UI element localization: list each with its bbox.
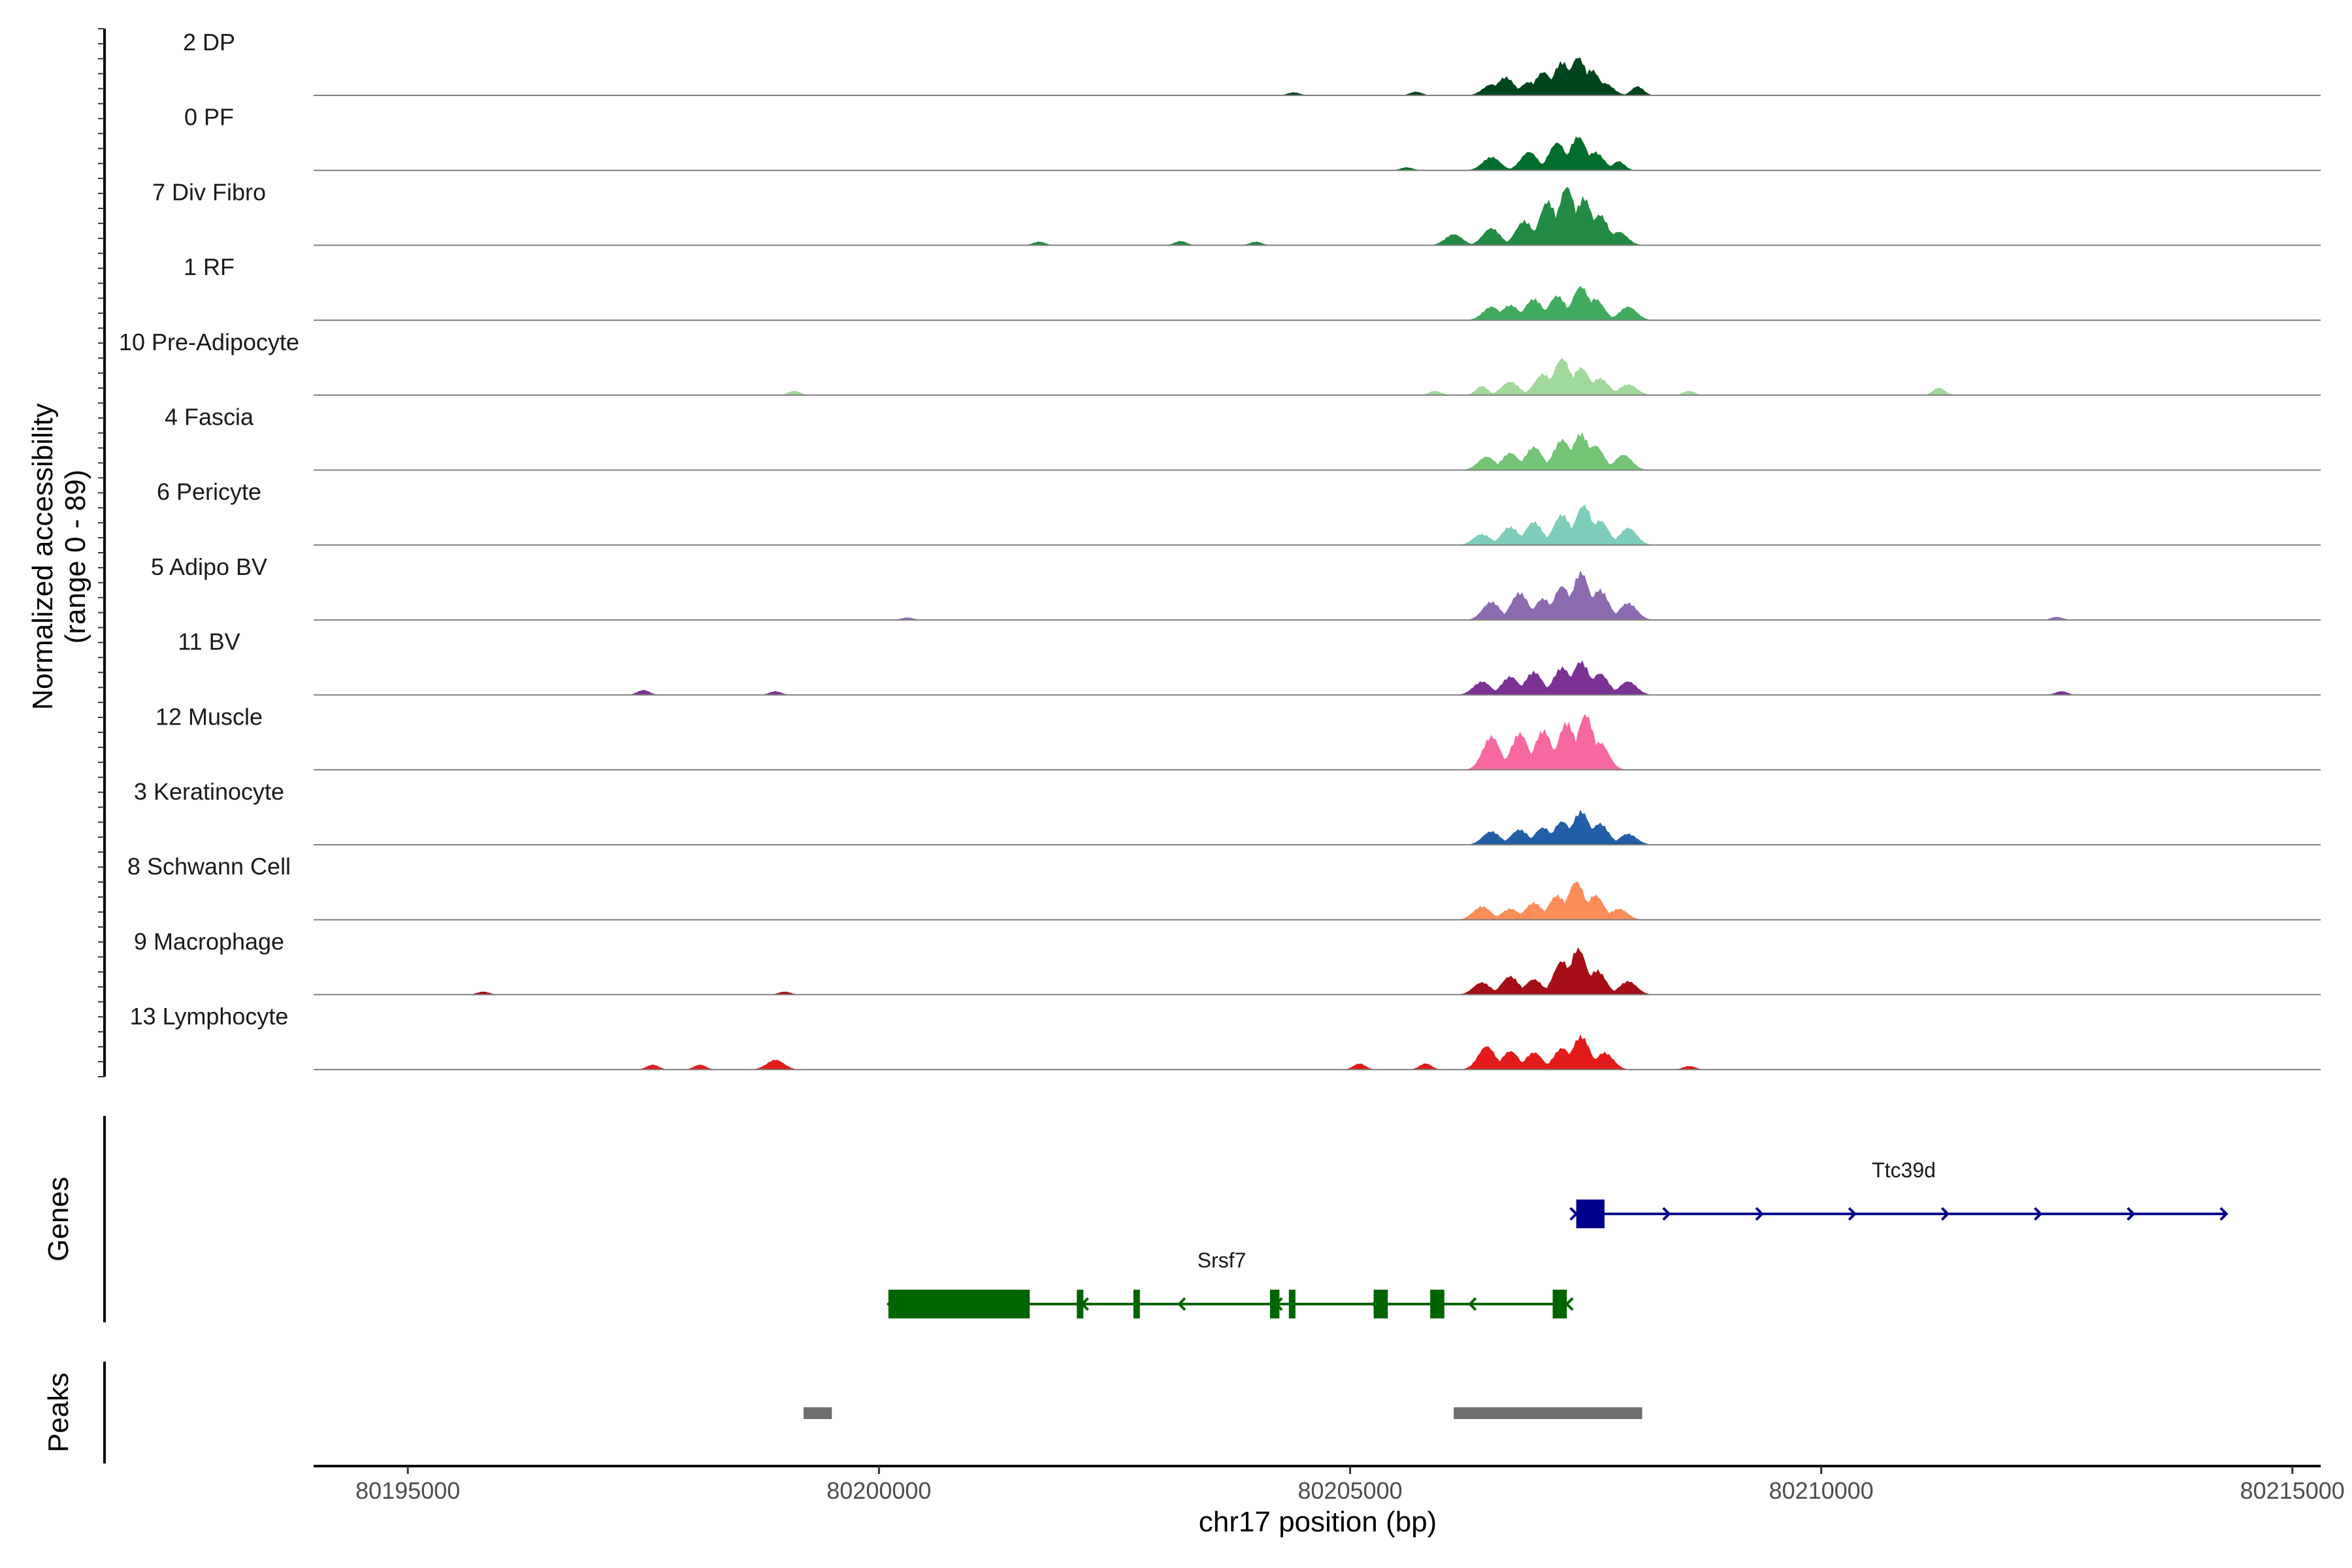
x-tick-label: 80200000 — [826, 1477, 931, 1504]
track-13-lymphocyte: 13 Lymphocyte — [130, 1003, 2321, 1071]
coverage-area — [314, 137, 2321, 171]
gene-label: Srsf7 — [1198, 1249, 1247, 1272]
track-label: 4 Fascia — [165, 404, 254, 431]
coverage-area — [314, 660, 2321, 695]
strand-arrow — [1662, 1207, 1671, 1221]
coverage-area — [314, 809, 2321, 845]
track-label: 3 Keratinocyte — [134, 778, 284, 805]
track-label: 7 Div Fibro — [152, 178, 266, 205]
strand-arrow — [1569, 1207, 1578, 1221]
strand-arrow — [1468, 1297, 1477, 1311]
strand-arrow — [1940, 1207, 1950, 1221]
gene-ttc39d: Ttc39d — [1569, 1158, 2229, 1228]
strand-arrow — [1848, 1207, 1857, 1221]
track-label: 6 Pericyte — [157, 478, 261, 505]
coverage-area — [314, 714, 2321, 770]
gene-exon — [1552, 1290, 1567, 1318]
coverage-area — [314, 286, 2321, 321]
peak-region — [1454, 1407, 1642, 1419]
strand-arrow — [1177, 1297, 1186, 1311]
gene-exon — [1288, 1290, 1296, 1318]
coverage-area — [314, 357, 2321, 395]
track-2-dp: 2 DP — [183, 29, 2321, 96]
track-1-rf: 1 RF — [184, 253, 2321, 321]
coverage-area — [314, 57, 2321, 95]
gene-exon — [1373, 1290, 1388, 1318]
peak-region — [803, 1407, 832, 1419]
accessibility-tracks: 2 DP 0 PF 7 Div Fibro 1 RF 10 Pre-Adipocyte 4… — [119, 29, 2321, 1071]
track-label: 0 PF — [184, 104, 234, 131]
gene-exon — [1576, 1200, 1605, 1228]
track-7-div-fibro: 7 Div Fibro — [152, 178, 2321, 246]
track-label: 11 BV — [178, 629, 240, 655]
track-8-schwann-cell: 8 Schwann Cell — [127, 853, 2321, 921]
coverage-area — [314, 881, 2321, 920]
peaks-panel — [103, 1362, 1642, 1463]
x-tick-label: 80195000 — [355, 1477, 460, 1504]
track-label: 5 Adipo BV — [151, 553, 267, 580]
coverage-area — [314, 947, 2321, 995]
track-9-macrophage: 9 Macrophage — [134, 928, 2321, 996]
gene-exon — [1269, 1290, 1280, 1318]
x-axis: 80195000 80200000 80205000 80210000 80215000 — [314, 1465, 2345, 1504]
track-4-fascia: 4 Fascia — [165, 404, 2321, 471]
track-label: 9 Macrophage — [134, 928, 284, 955]
y-axis-title-line1: Normalized accessibility — [27, 403, 59, 710]
track-10-pre-adipocyte: 10 Pre-Adipocyte — [119, 329, 2321, 396]
strand-arrow — [2127, 1207, 2136, 1221]
x-axis-title: chr17 position (bp) — [1199, 1506, 1437, 1538]
coverage-area — [314, 570, 2321, 620]
track-label: 8 Schwann Cell — [127, 853, 291, 880]
genes-panel: Ttc39d Srsf7 — [103, 1116, 2229, 1322]
gene-exon — [1077, 1290, 1084, 1318]
strand-arrow — [1565, 1297, 1574, 1311]
track-5-adipo-bv: 5 Adipo BV — [151, 553, 2321, 621]
track-3-keratinocyte: 3 Keratinocyte — [134, 778, 2321, 845]
track-0-pf: 0 PF — [184, 104, 2321, 171]
track-label: 10 Pre-Adipocyte — [119, 329, 299, 355]
track-6-pericyte: 6 Pericyte — [157, 478, 2321, 546]
track-11-bv: 11 BV — [178, 629, 2321, 696]
strand-arrow — [1755, 1207, 1764, 1221]
gene-srsf7: Srsf7 — [886, 1249, 1574, 1318]
strand-arrow — [2034, 1207, 2043, 1221]
x-tick-label: 80210000 — [1769, 1477, 1874, 1504]
gene-exon — [888, 1290, 1030, 1318]
coverage-area — [314, 432, 2321, 470]
gene-label: Ttc39d — [1872, 1158, 1936, 1182]
track-12-muscle: 12 Muscle — [155, 703, 2321, 771]
track-label: 2 DP — [183, 29, 235, 56]
gene-exon — [1133, 1290, 1140, 1318]
accessibility-axis — [98, 28, 106, 1077]
strand-arrow — [2219, 1207, 2229, 1221]
x-tick-label: 80215000 — [2240, 1477, 2345, 1504]
track-label: 13 Lymphocyte — [130, 1003, 289, 1030]
coverage-area — [314, 187, 2321, 246]
track-label: 12 Muscle — [155, 703, 263, 730]
gene-exon — [1430, 1290, 1445, 1318]
genes-panel-title: Genes — [42, 1177, 74, 1262]
track-label: 1 RF — [184, 253, 235, 280]
y-axis-title-line2: (range 0 - 89) — [59, 470, 91, 644]
coverage-area — [314, 504, 2321, 546]
peaks-panel-title: Peaks — [42, 1373, 74, 1452]
x-tick-label: 80205000 — [1298, 1477, 1402, 1504]
coverage-area — [314, 1034, 2321, 1070]
